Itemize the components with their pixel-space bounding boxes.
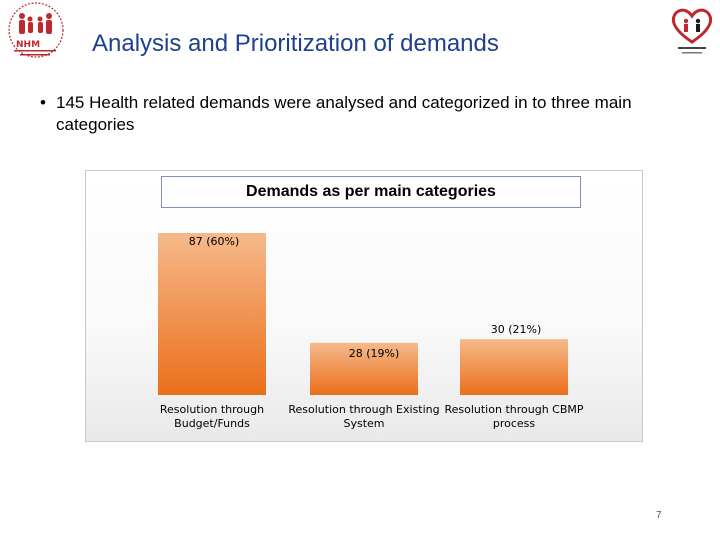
- category-label-3: Resolution through CBMP process: [444, 403, 583, 430]
- page-number: 7: [656, 510, 662, 521]
- bar-1: [158, 233, 266, 395]
- nhm-logo: NHM: [0, 0, 76, 64]
- heart-people-logo: [664, 0, 720, 60]
- data-label-2: 28 (19%): [349, 347, 400, 360]
- svg-text:NHM: NHM: [16, 40, 40, 50]
- category-label-1: Resolution through Budget/Funds: [160, 403, 264, 430]
- category-label-2: Resolution through Existing System: [288, 403, 439, 430]
- bar-2: [310, 342, 418, 395]
- bullet-dot-icon: •: [40, 93, 46, 112]
- data-label-3: 30 (21%): [491, 323, 542, 336]
- slide-title: Analysis and Prioritization of demands: [92, 30, 499, 57]
- bullet-text: 145 Health related demands were analysed…: [56, 93, 632, 134]
- chart-title: Demands as per main categories: [161, 176, 581, 208]
- bullet-point: • 145 Health related demands were analys…: [40, 92, 680, 136]
- data-label-1: 87 (60%): [189, 235, 240, 248]
- bar-3: [460, 339, 568, 395]
